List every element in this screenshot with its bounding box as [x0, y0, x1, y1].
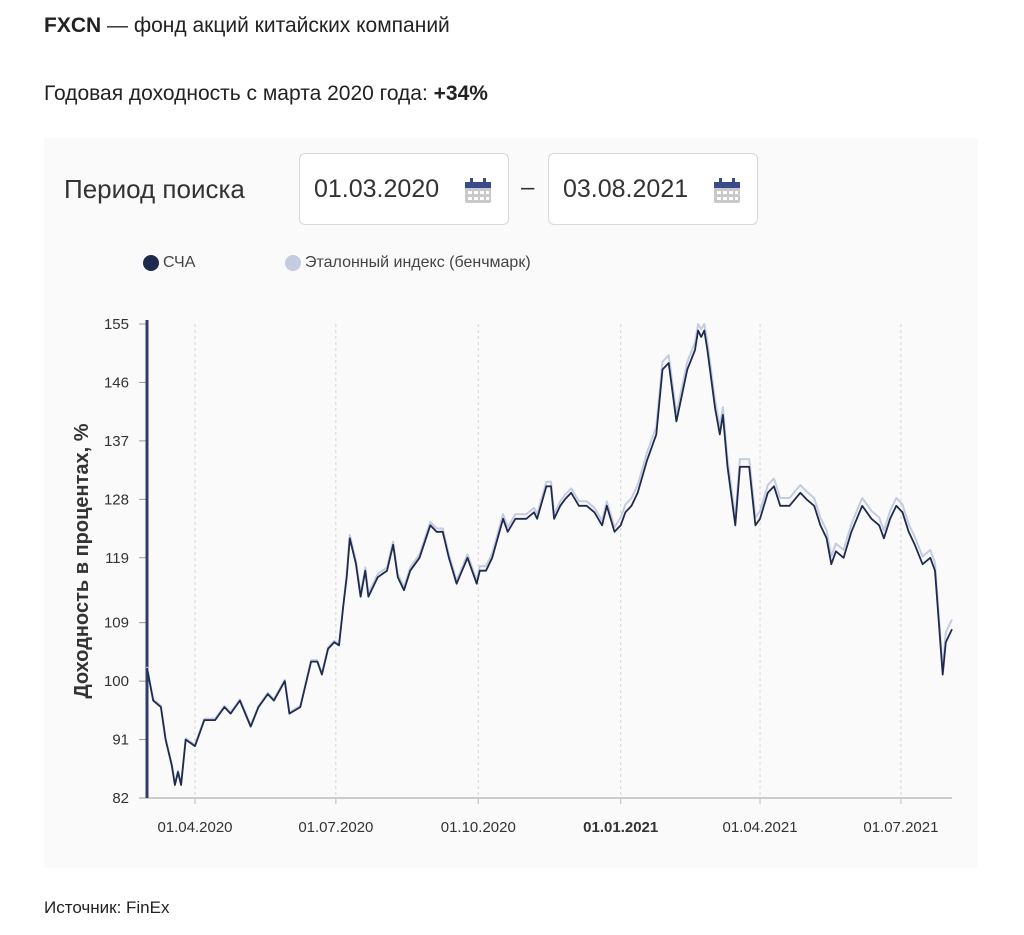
y-tick-label: 128: [104, 491, 129, 508]
ticker: FXCN: [44, 14, 102, 37]
calendar-icon[interactable]: [464, 178, 492, 204]
y-axis-label: Доходность в процентах, %: [71, 423, 93, 698]
date-to-value: 03.08.2021: [563, 175, 689, 203]
chart-panel: [44, 138, 978, 868]
legend-item-benchmark[interactable]: Эталонный индекс (бенчмарк): [285, 254, 531, 272]
y-tick-label: 100: [104, 673, 129, 690]
calendar-icon[interactable]: [713, 178, 741, 204]
y-tick-label: 137: [104, 433, 129, 450]
annual-return: Годовая доходность с марта 2020 года: +3…: [44, 82, 488, 106]
date-from-value: 01.03.2020: [314, 175, 440, 203]
y-tick-label: 155: [104, 316, 129, 333]
legend-item-nav[interactable]: СЧА: [143, 254, 195, 272]
x-tick-label: 01.07.2021: [863, 819, 938, 836]
y-tick-label: 119: [105, 550, 129, 567]
legend-label-benchmark: Эталонный индекс (бенчмарк): [305, 254, 531, 271]
annual-return-value: +34%: [433, 82, 488, 105]
y-tick-label: 82: [112, 790, 129, 807]
title-text: — фонд акций китайских компаний: [101, 14, 450, 37]
y-tick-label: 109: [104, 615, 129, 632]
x-tick-label: 01.04.2020: [157, 819, 232, 836]
line-chart: 01.04.2020 01.07.2020 01.10.2020 01.01.2021…: [71, 316, 953, 836]
legend-dot-nav: [143, 255, 159, 271]
date-to-field[interactable]: 03.08.2021: [548, 153, 758, 225]
legend-dot-benchmark: [285, 255, 301, 271]
x-tick-label: 01.07.2020: [298, 819, 373, 836]
nav-line: [146, 329, 953, 786]
date-from-field[interactable]: 01.03.2020: [299, 153, 509, 225]
period-label: Период поиска: [64, 174, 245, 204]
x-tick-label: 01.10.2020: [441, 819, 516, 836]
annual-return-label: Годовая доходность с марта 2020 года:: [44, 82, 434, 105]
y-tick-label: 91: [112, 732, 129, 749]
x-tick-label: 01.04.2021: [722, 819, 797, 836]
legend-label-nav: СЧА: [163, 254, 196, 271]
date-separator: –: [521, 174, 535, 201]
benchmark-line: [146, 323, 953, 785]
page-title: FXCN — фонд акций китайских компаний: [44, 14, 450, 38]
x-tick-label: 01.01.2021: [583, 819, 658, 836]
y-tick-label: 146: [104, 374, 129, 391]
source-note: Источник: FinEx: [44, 898, 170, 917]
